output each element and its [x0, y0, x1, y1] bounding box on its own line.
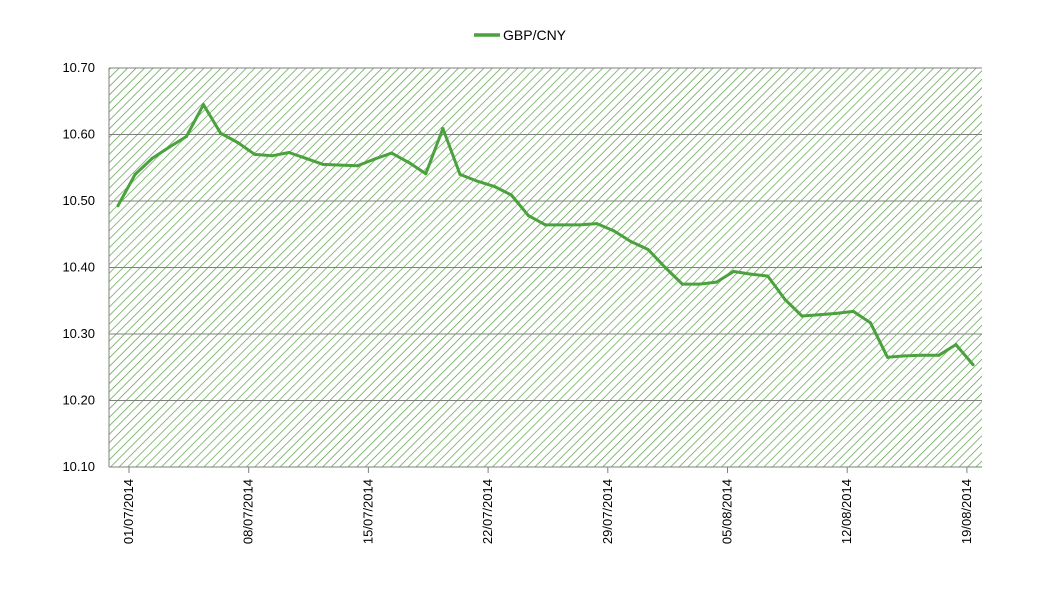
data-point: [937, 353, 941, 357]
data-point: [732, 270, 736, 273]
data-point: [236, 141, 240, 144]
data-point: [954, 343, 958, 347]
data-point: [253, 152, 257, 156]
y-tick-label: 10.70: [62, 60, 95, 75]
data-point: [680, 282, 684, 286]
data-point: [800, 314, 804, 318]
data-point: [578, 223, 582, 227]
data-point: [749, 272, 753, 276]
data-point: [184, 135, 188, 138]
data-point: [851, 309, 855, 313]
data-point: [424, 172, 428, 176]
x-tick-label: 29/07/2014: [600, 479, 615, 544]
data-point: [971, 363, 975, 367]
data-point: [646, 248, 650, 251]
data-point: [715, 280, 718, 284]
data-point: [373, 157, 376, 161]
data-point: [526, 214, 530, 218]
data-point: [492, 184, 496, 188]
data-point: [219, 131, 223, 135]
data-point: [321, 162, 325, 166]
data-point: [458, 172, 462, 176]
data-point: [544, 223, 547, 227]
data-point: [766, 274, 770, 278]
data-point: [509, 193, 513, 197]
y-axis-tick-labels: 10.70 10.60 10.50 10.40 10.30 10.20 10.10: [62, 60, 95, 474]
y-tick-label: 10.60: [62, 127, 95, 142]
data-point: [783, 297, 787, 301]
data-point: [287, 151, 291, 154]
data-point: [629, 240, 633, 244]
data-point: [355, 164, 359, 168]
x-tick-label: 12/08/2014: [839, 479, 854, 544]
data-point: [920, 353, 924, 357]
data-point: [304, 156, 308, 160]
x-tick-label: 05/08/2014: [720, 479, 735, 544]
data-point: [817, 313, 821, 317]
data-point: [903, 354, 907, 358]
x-tick-label: 08/07/2014: [241, 479, 256, 544]
y-tick-label: 10.10: [62, 459, 95, 474]
data-point: [697, 282, 701, 286]
data-point: [561, 223, 565, 227]
data-point: [270, 154, 274, 158]
y-tick-label: 10.50: [62, 193, 95, 208]
y-tick-label: 10.30: [62, 326, 95, 341]
x-tick-label: 15/07/2014: [360, 479, 375, 544]
legend-label: GBP/CNY: [503, 27, 567, 43]
data-point: [407, 160, 411, 164]
y-tick-label: 10.40: [62, 260, 95, 275]
series-group: [116, 103, 975, 367]
x-tick-label: 22/07/2014: [480, 479, 495, 544]
data-point: [116, 204, 120, 208]
data-point: [441, 127, 445, 130]
data-point: [150, 156, 154, 160]
data-point: [868, 321, 872, 325]
data-point: [390, 151, 394, 155]
data-point: [167, 145, 171, 149]
x-axis-tick-labels: 01/07/2014 08/07/2014 15/07/2014 22/07/2014…: [121, 479, 974, 544]
legend: GBP/CNY: [474, 27, 567, 43]
data-point: [133, 172, 137, 176]
data-point: [612, 229, 616, 233]
x-tick-label: 01/07/2014: [121, 479, 136, 544]
data-point: [338, 163, 342, 167]
axes: [108, 68, 982, 473]
data-point: [886, 355, 889, 359]
x-tick-label: 19/08/2014: [959, 479, 974, 544]
data-point: [663, 266, 667, 269]
y-tick-label: 10.20: [62, 393, 95, 408]
data-point: [202, 103, 205, 107]
data-point: [595, 222, 599, 226]
data-point: [834, 311, 838, 315]
data-point: [475, 179, 479, 183]
